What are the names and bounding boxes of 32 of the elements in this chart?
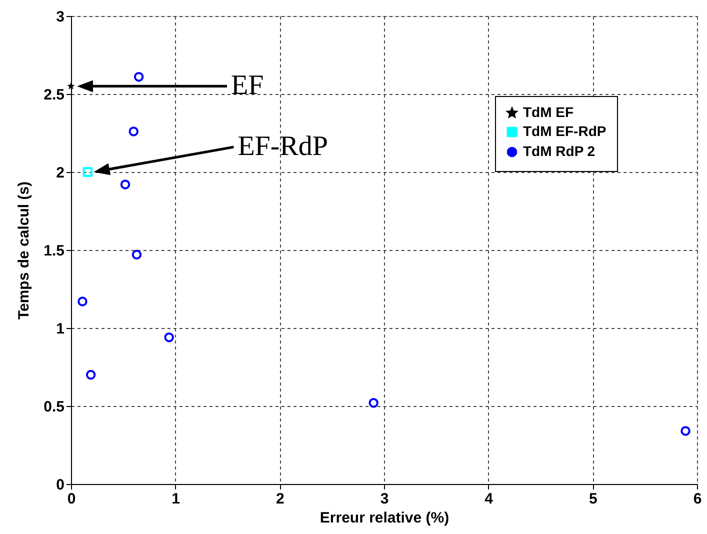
point xyxy=(78,296,88,306)
point xyxy=(134,72,144,82)
x-tick-label: 1 xyxy=(172,490,180,508)
point xyxy=(368,398,378,408)
y-tick-label: 0 xyxy=(56,476,64,494)
x-tick-label: 0 xyxy=(67,490,76,508)
y-axis-title: Temps de calcul (s) xyxy=(16,181,33,320)
y-tick-label: 1.5 xyxy=(44,242,64,260)
point xyxy=(132,250,142,260)
point xyxy=(82,167,93,177)
x-tick-label: 6 xyxy=(693,490,702,508)
x-tick-label: 4 xyxy=(484,490,494,508)
legend-label: TdM EF-RdP xyxy=(523,123,606,139)
point xyxy=(680,426,690,436)
point xyxy=(164,332,174,342)
point xyxy=(67,82,75,90)
annotation: EF-RdP xyxy=(238,131,328,162)
x-tick-label: 3 xyxy=(380,490,389,508)
y-tick-label: 0.5 xyxy=(44,398,64,416)
point xyxy=(86,370,96,380)
y-tick-label: 1 xyxy=(56,320,64,338)
x-tick-label: 2 xyxy=(276,490,284,508)
point xyxy=(128,126,138,136)
legend-label: TdM RdP 2 xyxy=(523,143,596,159)
y-tick-label: 3 xyxy=(56,8,64,26)
x-tick-label: 5 xyxy=(588,490,598,508)
legend-label: TdM EF xyxy=(523,104,574,120)
y-tick-label: 2.5 xyxy=(44,86,64,104)
point xyxy=(120,180,130,190)
y-tick-label: 2 xyxy=(56,164,64,182)
x-axis-title: Erreur relative (%) xyxy=(320,510,450,526)
annotation: EF xyxy=(231,70,264,102)
